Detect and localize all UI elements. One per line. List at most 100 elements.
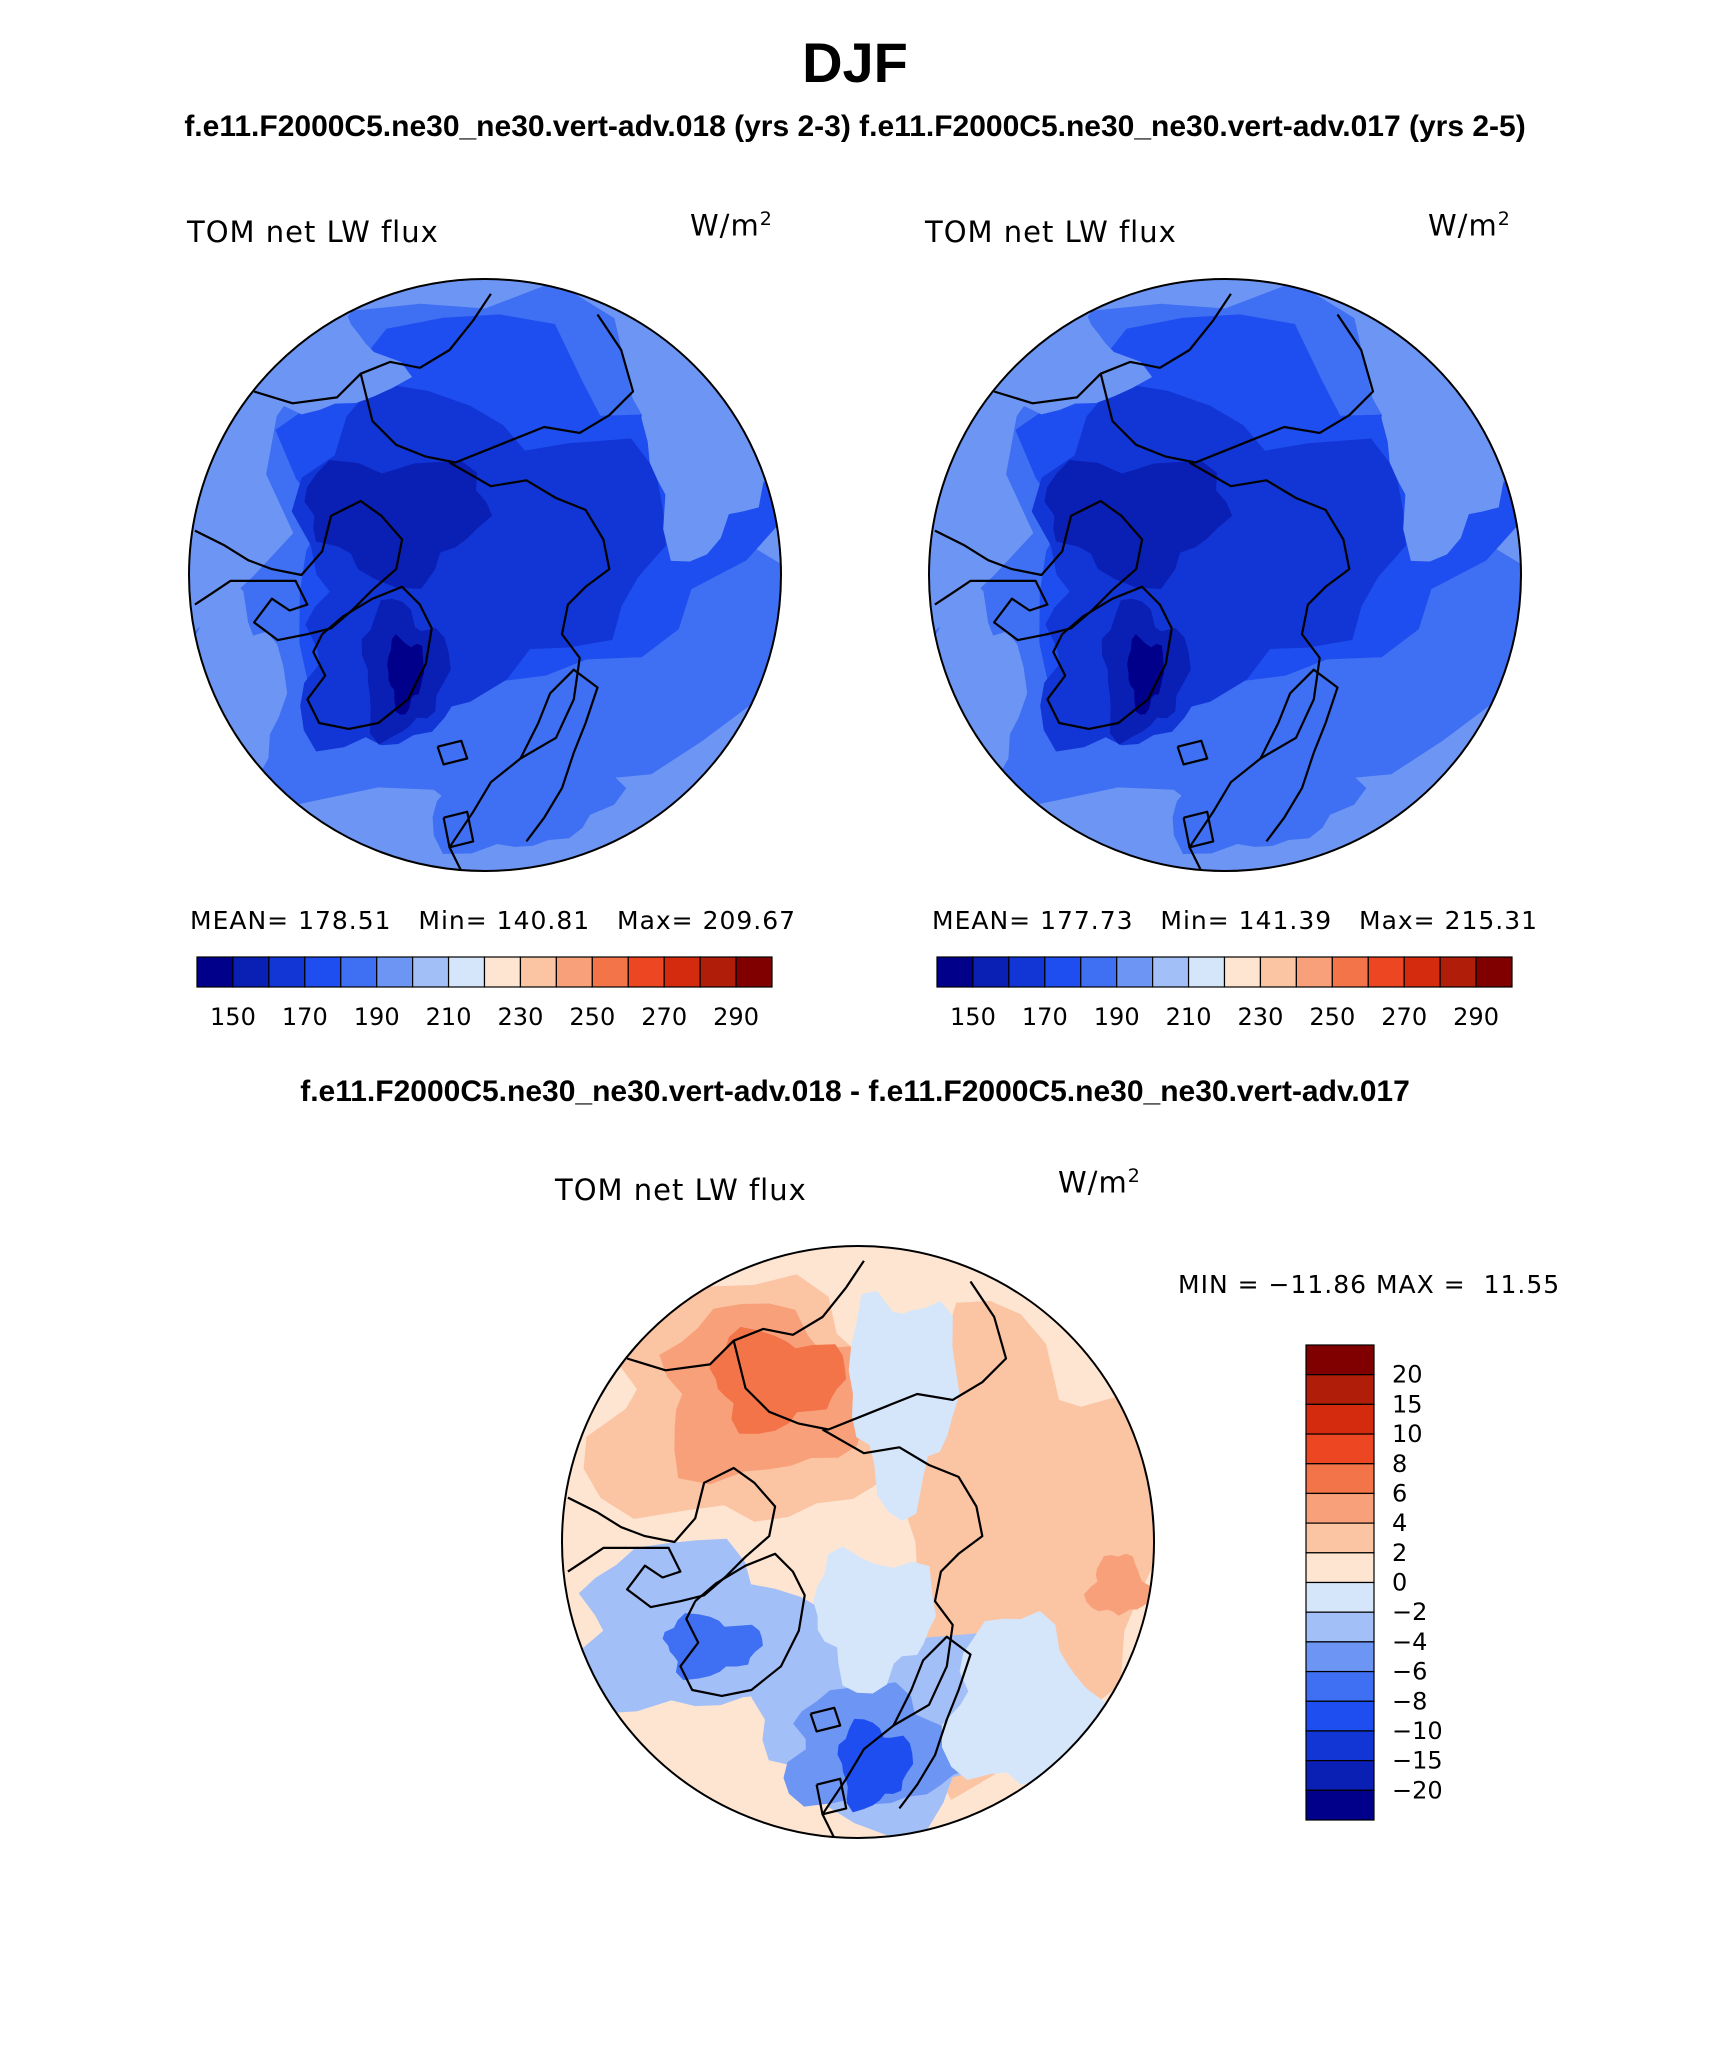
colorbar-difference-tick-label: 20 <box>1392 1361 1423 1389</box>
map-panel-2 <box>928 278 1522 872</box>
colorbar-difference-swatch <box>1305 1700 1375 1732</box>
map-panel-2-field <box>929 279 1521 871</box>
colorbar-panel-1-swatch <box>555 956 593 988</box>
map-panel-1-contour-region <box>387 634 425 715</box>
map-difference <box>561 1245 1155 1839</box>
colorbar-panel-1-tick-label: 270 <box>641 1003 687 1031</box>
colorbar-difference-swatch <box>1305 1670 1375 1702</box>
difference-title: f.e11.F2000C5.ne30_ne30.vert-adv.018 - f… <box>300 1075 1410 1108</box>
colorbar-panel-2-swatch <box>1080 956 1118 988</box>
colorbar-difference-tick-label: −2 <box>1392 1598 1427 1626</box>
colorbar-panel-2-swatch <box>1187 956 1226 988</box>
colorbar-difference-tick-label: −6 <box>1392 1658 1427 1686</box>
colorbar-difference-tick-label: 15 <box>1392 1390 1423 1418</box>
colorbar-panel-1-tick-label: 290 <box>713 1003 759 1031</box>
map-difference-coastline <box>679 1552 806 1697</box>
colorbar-difference-swatch <box>1305 1433 1375 1465</box>
map-difference-coastline <box>732 1280 1008 1431</box>
map-difference-coastline <box>809 1706 842 1733</box>
colorbar-panel-2-swatch <box>1295 956 1333 988</box>
map-panel-2-coastline <box>1182 810 1215 849</box>
colorbar-panel-1-swatch <box>232 956 270 988</box>
colorbar-panel-2-tick-label: 270 <box>1381 1003 1427 1031</box>
page-subtitle: f.e11.F2000C5.ne30_ne30.vert-adv.018 (yr… <box>184 110 1526 143</box>
colorbar-panel-1-tick-label: 210 <box>426 1003 472 1031</box>
colorbar-panel-1-swatch <box>447 956 486 988</box>
colorbar-difference-tick-label: 10 <box>1392 1420 1423 1448</box>
colorbar-panel-2-swatch <box>936 956 974 988</box>
colorbar-difference-swatch <box>1305 1403 1375 1435</box>
map-difference-contour-region <box>941 1610 1113 1785</box>
map-difference-contour-region <box>848 1290 960 1522</box>
colorbar-panel-2-tick-label: 250 <box>1309 1003 1355 1031</box>
colorbar-panel-1-swatch <box>735 956 773 988</box>
map-panel-1-coastline <box>359 313 635 464</box>
colorbar-difference-tick-label: 0 <box>1392 1569 1407 1597</box>
map-panel-1-coastline <box>519 668 599 843</box>
colorbar-panel-1-tick-label: 230 <box>498 1003 544 1031</box>
map-panel-1 <box>188 278 782 872</box>
map-panel-1-coastline <box>436 739 469 766</box>
panel-1-variable-label: TOM net LW flux <box>187 215 439 249</box>
map-difference-coastline <box>815 1777 848 1816</box>
colorbar-panel-2-tick-label: 230 <box>1238 1003 1284 1031</box>
colorbar-panel-2-swatch <box>1116 956 1154 988</box>
diff-minmax: MIN = −11.86 MAX = 11.55 <box>1178 1270 1561 1299</box>
colorbar-panel-1-swatch <box>304 956 342 988</box>
colorbar-difference-swatch <box>1305 1760 1375 1791</box>
colorbar-panel-1-swatch <box>627 956 665 988</box>
colorbar-panel-2-tick-label: 170 <box>1022 1003 1068 1031</box>
colorbar-panel-1-swatch <box>663 956 701 988</box>
colorbar-panel-2-swatch <box>1152 956 1190 988</box>
colorbar-panel-1-swatch <box>376 956 414 988</box>
colorbar-difference-swatch <box>1305 1552 1375 1584</box>
colorbar-panel-2-swatch <box>1367 956 1405 988</box>
map-difference-coastline <box>626 1260 865 1372</box>
map-panel-2-coastline <box>1046 585 1173 730</box>
map-panel-2-contour-region <box>1170 716 1367 854</box>
panel-2-units-label: W/m2 <box>1428 208 1511 243</box>
colorbar-panel-2-tick-label: 210 <box>1166 1003 1212 1031</box>
colorbar-panel-2-swatch <box>1331 956 1369 988</box>
colorbar-panel-1-swatch <box>699 956 737 988</box>
colorbar-difference-swatch <box>1305 1374 1375 1405</box>
colorbar-panel-2-swatch <box>972 956 1010 988</box>
colorbar-difference-swatch <box>1305 1730 1375 1762</box>
page-title: DJF <box>802 31 908 94</box>
map-difference-contour-region <box>662 1613 763 1681</box>
map-panel-2-coastline <box>1259 668 1339 843</box>
panel-1-units-label: W/m2 <box>690 208 773 243</box>
colorbar-difference-swatch <box>1305 1463 1375 1495</box>
colorbar-difference-swatch <box>1305 1581 1375 1613</box>
colorbar-difference-tick-label: −20 <box>1392 1776 1443 1804</box>
colorbar-panel-2-tick-label: 190 <box>1094 1003 1140 1031</box>
colorbar-difference-tick-label: 4 <box>1392 1509 1407 1537</box>
map-difference-contour-region <box>813 1546 936 1694</box>
colorbar-difference-swatch <box>1305 1344 1375 1376</box>
map-difference-field <box>562 1246 1154 1838</box>
map-difference-coastline <box>892 1635 972 1810</box>
colorbar-difference-tick-label: 6 <box>1392 1479 1407 1507</box>
colorbar-panel-1-swatch <box>591 956 629 988</box>
diff-units-label: W/m2 <box>1058 1165 1141 1200</box>
map-panel-2-border <box>928 278 1522 872</box>
colorbar-panel-2-swatch <box>1259 956 1297 988</box>
colorbar-panel-2-tick-label: 290 <box>1453 1003 1499 1031</box>
map-panel-1-contour-region <box>304 460 493 589</box>
colorbar-panel-2-swatch <box>1044 956 1082 988</box>
colorbar-difference-tick-label: 2 <box>1392 1539 1407 1567</box>
panel-2-variable-label: TOM net LW flux <box>925 215 1177 249</box>
map-panel-1-border <box>188 278 782 872</box>
colorbar-panel-1-swatch <box>412 956 450 988</box>
colorbar-panel-1-tick-label: 170 <box>282 1003 328 1031</box>
colorbar-difference-swatch <box>1305 1492 1375 1524</box>
map-panel-1-coastline <box>448 461 611 871</box>
map-difference-border <box>561 1245 1155 1839</box>
panel-1-stats: MEAN= 178.51 Min= 140.81 Max= 209.67 <box>190 906 797 935</box>
colorbar-panel-2-swatch <box>1439 956 1477 988</box>
map-panel-2-contour-region <box>1044 460 1233 589</box>
colorbar-difference-swatch <box>1305 1611 1375 1643</box>
colorbar-difference-tick-label: −8 <box>1392 1687 1427 1715</box>
map-panel-1-coastline <box>442 810 475 849</box>
